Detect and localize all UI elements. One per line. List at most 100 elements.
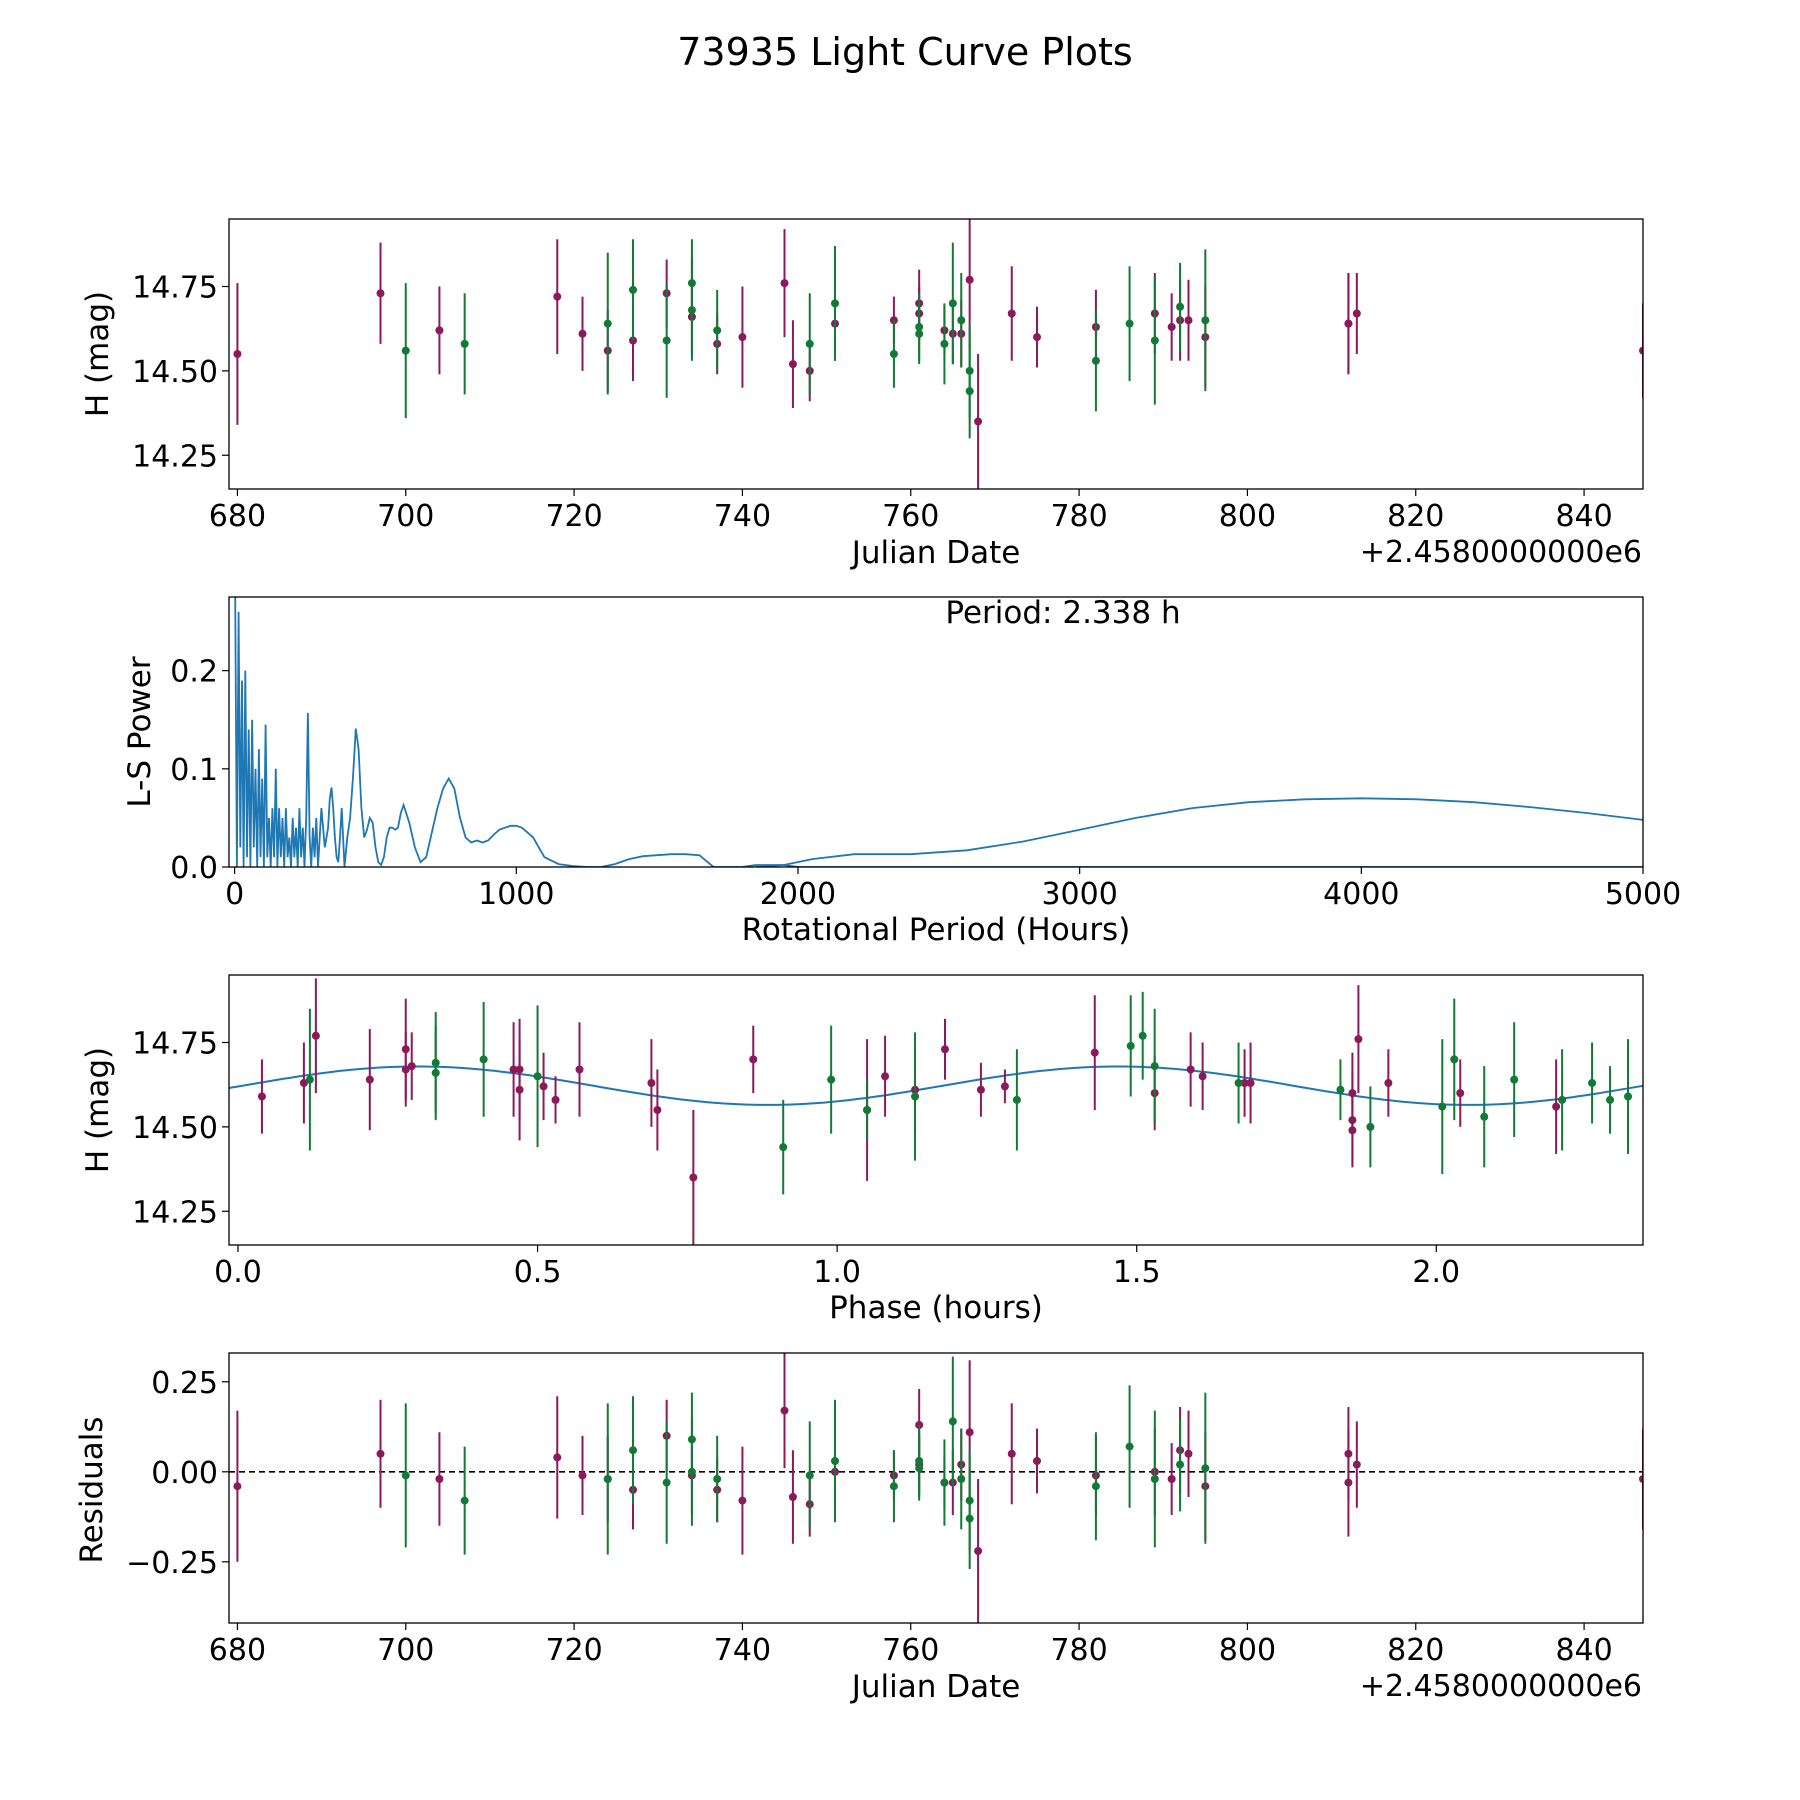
- phased-data-point: [1588, 1079, 1597, 1087]
- phased-data-point: [647, 1079, 656, 1087]
- panel-residuals-ylabel: Residuals: [74, 1416, 110, 1563]
- phased-xtick-label: 0.0: [214, 1255, 262, 1290]
- lightcurve-data-point: [1352, 309, 1361, 318]
- residuals-data-point: [974, 1547, 983, 1555]
- panel-phased-ylabel: H (mag): [80, 1047, 116, 1173]
- panel-periodogram: 0 1000 2000 3000 4000 5000 0.0 0.1 0.2 Rotationa…: [122, 595, 1681, 948]
- phased-data-point: [1198, 1072, 1207, 1081]
- phased-data-point: [827, 1075, 836, 1084]
- lightcurve-data-point: [553, 292, 562, 301]
- residuals-data-point: [1007, 1449, 1016, 1458]
- phased-data-point: [1234, 1079, 1243, 1087]
- residuals-xtick-label: 680: [209, 1633, 266, 1668]
- residuals-data-point: [629, 1446, 637, 1455]
- phased-data-point: [407, 1062, 416, 1071]
- phased-data-point: [509, 1065, 518, 1074]
- residuals-data-point: [1125, 1442, 1134, 1451]
- phased-xtick-label: 2.0: [1412, 1255, 1460, 1290]
- figure-title: 73935 Light Curve Plots: [677, 30, 1132, 74]
- phased-data-point: [1246, 1079, 1255, 1087]
- lightcurve-data-point: [401, 346, 410, 355]
- lightcurve-data-point: [435, 326, 444, 335]
- lightcurve-data-point: [376, 289, 385, 298]
- residuals-data-point: [940, 1478, 949, 1487]
- phased-data-point: [1552, 1102, 1561, 1111]
- lightcurve-data-point: [965, 275, 974, 284]
- residuals-plot-area: [229, 1353, 1643, 1623]
- lightcurve-data-point: [889, 350, 898, 358]
- lightcurve-data-point: [738, 333, 747, 342]
- phased-data-point: [1348, 1126, 1357, 1135]
- lightcurve-data-point: [940, 339, 949, 348]
- periodogram-ytick-label: 0.2: [170, 655, 218, 690]
- phased-xtick-label: 1.0: [813, 1255, 861, 1290]
- panel-residuals: 680 700 720 740 760 780 800 820 840 −0.25 0.00 0.25…: [74, 1352, 1644, 1705]
- period-annotation: Period: 2.338 h: [945, 595, 1180, 631]
- phased-data-point: [305, 1075, 314, 1084]
- phased-data-point: [1366, 1122, 1375, 1131]
- phased-data-point: [779, 1143, 788, 1152]
- phased-data-point: [1450, 1055, 1459, 1064]
- lightcurve-data-point: [965, 387, 974, 396]
- residuals-data-point: [805, 1471, 814, 1480]
- phased-data-point: [1240, 1079, 1249, 1087]
- lightcurve-data-point: [1125, 319, 1134, 328]
- residuals-data-point: [603, 1475, 612, 1483]
- periodogram-ytick-label: 0.0: [170, 851, 218, 886]
- residuals-data-point: [788, 1493, 797, 1501]
- phased-data-point: [653, 1106, 662, 1114]
- lightcurve-xtick-label: 740: [714, 499, 771, 534]
- residuals-ytick-label: 0.25: [151, 1366, 218, 1401]
- residuals-data-point: [376, 1449, 385, 1458]
- periodogram-xtick-label: 3000: [1041, 877, 1117, 912]
- residuals-xtick-label: 820: [1387, 1633, 1444, 1668]
- lightcurve-xtick-label: 780: [1050, 499, 1107, 534]
- lightcurve-data-point: [805, 339, 814, 348]
- phased-data-point: [881, 1072, 890, 1081]
- residuals-data-point: [713, 1475, 722, 1483]
- residuals-data-point: [1352, 1460, 1361, 1469]
- residuals-data-point: [965, 1514, 974, 1523]
- panel-lightcurve-frame: [228, 218, 1644, 490]
- phased-data-point: [1510, 1075, 1519, 1084]
- residuals-data-point: [965, 1428, 974, 1437]
- residuals-data-point: [578, 1471, 587, 1480]
- phased-data-point: [479, 1055, 488, 1064]
- residuals-data-point: [553, 1453, 562, 1462]
- phased-data-point: [1150, 1062, 1159, 1071]
- lightcurve-data-point: [1176, 302, 1185, 311]
- panel-lightcurve-offset-label: +2.4580000000e6: [1360, 535, 1642, 570]
- phased-data-point: [1348, 1089, 1357, 1098]
- lightcurve-ytick-label: 14.75: [132, 271, 218, 306]
- residuals-data-point: [1091, 1482, 1100, 1491]
- phased-data-point: [1480, 1112, 1489, 1121]
- periodogram-plot-area: [234, 597, 1643, 867]
- periodogram-xtick-label: 0: [225, 877, 244, 912]
- phased-ytick-label: 14.50: [132, 1111, 218, 1146]
- lightcurve-data-point: [629, 285, 637, 294]
- phased-xtick-label: 1.5: [1113, 1255, 1161, 1290]
- phased-data-point: [1000, 1082, 1009, 1091]
- lightcurve-data-point: [948, 299, 957, 308]
- panel-periodogram-frame: [228, 596, 1644, 868]
- phased-ytick-label: 14.25: [132, 1195, 218, 1230]
- residuals-data-point: [687, 1467, 696, 1476]
- lightcurve-xtick-label: 700: [377, 499, 434, 534]
- lightcurve-ytick-label: 14.25: [132, 439, 218, 474]
- panel-lightcurve-xlabel: Julian Date: [850, 535, 1021, 571]
- residuals-data-point: [401, 1471, 410, 1480]
- phased-data-point: [863, 1106, 872, 1114]
- periodogram-xtick-label: 2000: [760, 877, 836, 912]
- lightcurve-xtick-label: 820: [1387, 499, 1444, 534]
- lightcurve-data-point: [788, 360, 797, 369]
- phased-data-point: [1126, 1041, 1135, 1050]
- phased-data-point: [311, 1031, 320, 1040]
- lightcurve-data-point: [831, 299, 839, 308]
- phased-data-point: [533, 1072, 542, 1081]
- phased-plot-area: [229, 978, 1643, 1245]
- residuals-xtick-label: 800: [1219, 1633, 1276, 1668]
- phased-data-point: [299, 1079, 308, 1087]
- residuals-xtick-label: 740: [714, 1633, 771, 1668]
- lightcurve-data-point: [915, 329, 924, 338]
